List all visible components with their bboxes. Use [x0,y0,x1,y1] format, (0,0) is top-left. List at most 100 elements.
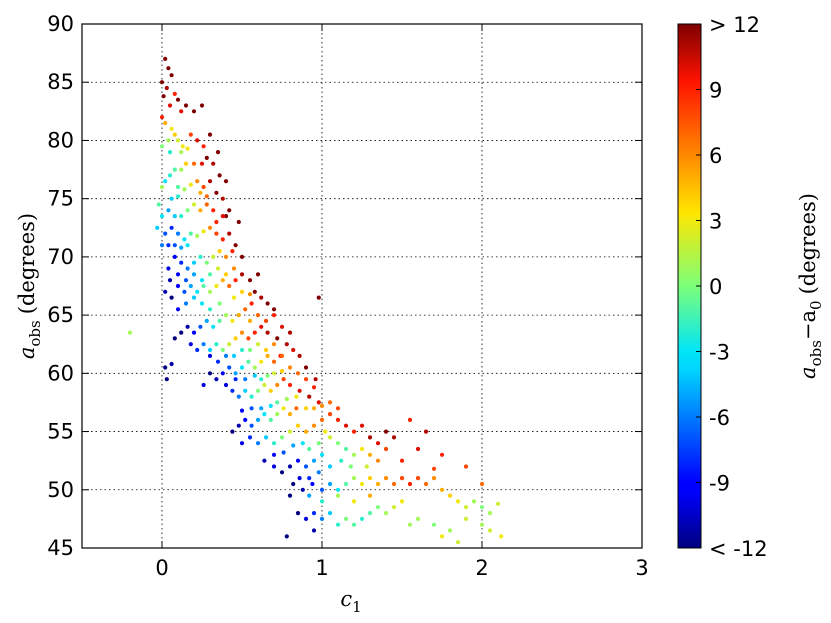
scatter-point [167,278,173,283]
scatter-point [172,243,177,248]
scatter-point [199,103,205,108]
scatter-point [231,266,237,271]
scatter-point [343,481,349,487]
scatter-point [166,208,171,213]
scatter-point [479,481,485,487]
scatter-point [227,365,232,370]
scatter-point [383,510,389,516]
scatter-point [215,359,221,364]
scatter-point [163,179,168,184]
scatter-point [271,359,277,364]
scatter-point [327,412,333,417]
scatter-point [439,534,445,539]
scatter-point [163,56,168,62]
scatter-point [259,359,264,364]
scatter-point [259,324,264,329]
scatter-point [215,150,221,155]
scatter-point [351,452,357,457]
scatter-point [351,476,357,481]
scatter-point [167,103,173,108]
scatter-point [127,330,133,335]
grid-lines [82,24,642,548]
scatter-point [227,208,232,213]
scatter-point [307,394,312,399]
scatter-point [159,80,165,85]
scatter-point [262,458,267,463]
scatter-point [163,289,168,294]
scatter-point [204,194,209,199]
scatter-point [287,382,293,388]
scatter-point [249,406,254,411]
scatter-point [284,396,289,402]
scatter-point [307,476,312,481]
scatter-point [268,388,273,393]
scatter-point [239,408,245,413]
scatter-point [247,347,253,353]
scatter-point [214,377,219,382]
scatter-point [214,283,219,289]
scatter-point [439,452,445,457]
scatter-point [172,254,177,259]
scatter-point [164,377,169,382]
scatter-point [239,365,245,370]
scatter-point [262,382,267,388]
scatter-point [195,179,200,184]
scatter-point [207,353,213,358]
colorbar-tick-label: 9 [709,79,722,103]
scatter-point [327,481,333,487]
scatter-point [275,382,280,388]
scatter-point [300,487,305,492]
scatter-point [166,138,171,143]
scatter-point [316,400,321,405]
scatter-point [279,353,285,358]
scatter-point [199,278,205,283]
colorbar-tick-label: -9 [709,472,730,496]
scatter-point [243,377,248,382]
scatter-point [223,214,229,219]
y-tick-label: 75 [47,187,74,211]
scatter-point [233,243,238,248]
scatter-point [166,266,171,271]
scatter-point [207,272,213,277]
scatter-point [204,260,209,265]
scatter-point [236,394,241,399]
scatter-point [271,307,277,312]
scatter-point [172,91,177,96]
scatter-point [447,528,453,533]
scatter-point [201,184,206,190]
scatter-point [281,406,286,411]
scatter-point [185,146,190,151]
scatter-point [179,167,184,172]
scatter-point [383,446,389,452]
scatter-point [279,435,285,440]
scatter-point [455,499,461,504]
scatter-point [255,272,261,277]
scatter-point [207,307,213,312]
x-tick-label: 3 [635,556,648,580]
scatter-point [191,295,197,300]
scatter-point [247,318,253,323]
scatter-point [335,441,341,446]
scatter-point [359,516,365,522]
scatter-point [364,464,369,469]
scatter-point [183,103,189,108]
scatter-point [230,318,235,323]
scatter-point [367,452,373,457]
scatter-point [182,289,187,294]
scatter-point [239,254,245,259]
scatter-point [463,464,469,469]
scatter-point [227,231,232,236]
scatter-point [319,403,325,408]
y-tick-label: 50 [47,478,74,502]
y-tick-label: 65 [47,303,74,327]
scatter-point [359,446,365,452]
scatter-point [169,73,174,78]
scatter-point [284,534,289,539]
colorbar-tick-label: -6 [709,406,730,430]
scatter-point [183,278,189,283]
scatter-point [265,330,270,335]
scatter-point [281,450,286,455]
scatter-point [479,505,485,510]
scatter-point [246,336,251,341]
scatter-point [287,464,293,469]
